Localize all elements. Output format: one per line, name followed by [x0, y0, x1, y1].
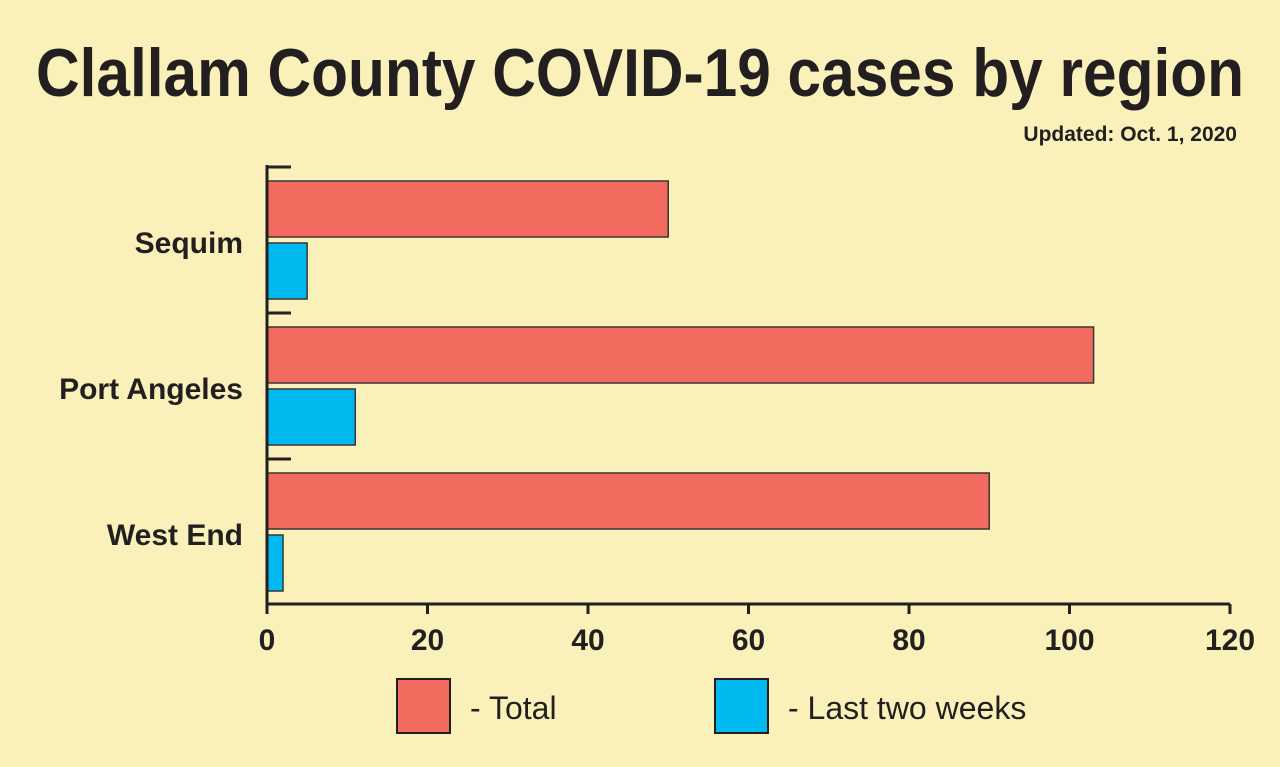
bar-last-two-weeks [266, 534, 284, 592]
legend: - Total - Last two weeks [396, 678, 1026, 734]
category-label: West End [107, 519, 243, 552]
category-label: Sequim [135, 227, 243, 260]
chart-subtitle: Updated: Oct. 1, 2020 [1023, 123, 1237, 146]
legend-swatch [714, 678, 769, 734]
x-tick-label: 0 [259, 624, 276, 657]
chart-title: Clallam County COVID-19 cases by region [36, 35, 1244, 111]
legend-swatch [396, 678, 451, 734]
x-tick-label: 20 [411, 624, 444, 657]
x-tick-label: 120 [1205, 624, 1255, 657]
bar-total [266, 180, 669, 238]
bar-last-two-weeks [266, 242, 308, 300]
x-tick-label: 100 [1044, 624, 1094, 657]
bar-total [266, 326, 1095, 384]
category-label: Port Angeles [59, 373, 243, 406]
bar-last-two-weeks [266, 388, 357, 446]
legend-label: - Total [470, 690, 557, 726]
x-tick-label: 60 [732, 624, 765, 657]
x-tick-label: 40 [571, 624, 604, 657]
bar-total [266, 472, 990, 530]
plot-area: Sequim Port Angeles West End 0 20 40 60 80 100 12… [59, 165, 1255, 657]
legend-label: - Last two weeks [788, 690, 1026, 726]
x-tick-label: 80 [892, 624, 925, 657]
